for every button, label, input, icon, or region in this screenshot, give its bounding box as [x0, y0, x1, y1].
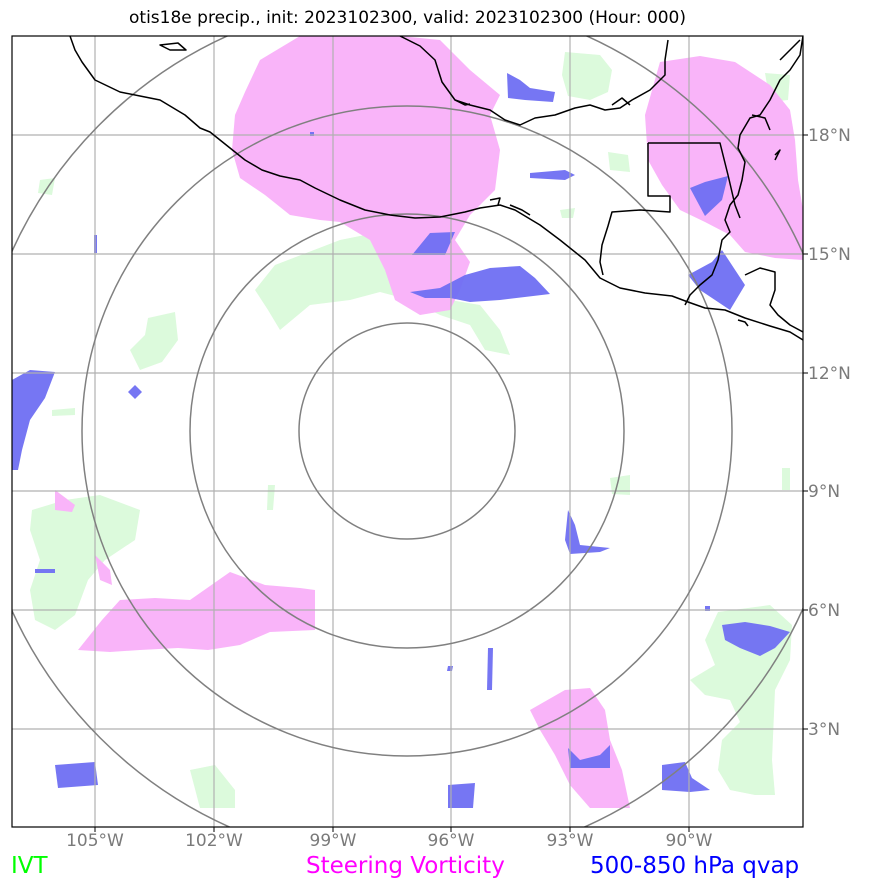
- tick-marks: [94, 134, 808, 832]
- lon-label: 93°W: [547, 831, 594, 851]
- lat-labels: 18°N 15°N 12°N 9°N 6°N 3°N: [808, 126, 851, 740]
- lat-label: 9°N: [808, 482, 840, 502]
- legend-ivt: IVT: [11, 853, 48, 879]
- legend-steering-vorticity: Steering Vorticity: [306, 853, 505, 879]
- coastlines: [69, 36, 803, 341]
- distance-rings: [12, 36, 803, 827]
- map-frame: [11, 35, 804, 828]
- lat-label: 18°N: [808, 126, 851, 146]
- lon-labels: 105°W 102°W 99°W 96°W 93°W 90°W: [66, 831, 713, 851]
- lon-label: 90°W: [666, 831, 713, 851]
- qvap-field: [12, 73, 790, 808]
- lon-label: 99°W: [310, 831, 357, 851]
- vorticity-field: [55, 36, 803, 808]
- legend-qvap: 500-850 hPa qvap: [590, 853, 800, 879]
- lon-label: 96°W: [428, 831, 475, 851]
- lat-label: 6°N: [808, 601, 840, 621]
- lon-label: 102°W: [185, 831, 243, 851]
- lat-label: 3°N: [808, 720, 840, 740]
- lat-label: 15°N: [808, 245, 851, 265]
- map-title: otis18e precip., init: 2023102300, valid…: [129, 8, 686, 28]
- lon-label: 105°W: [66, 831, 124, 851]
- graticule: [12, 36, 803, 827]
- lat-label: 12°N: [808, 364, 851, 384]
